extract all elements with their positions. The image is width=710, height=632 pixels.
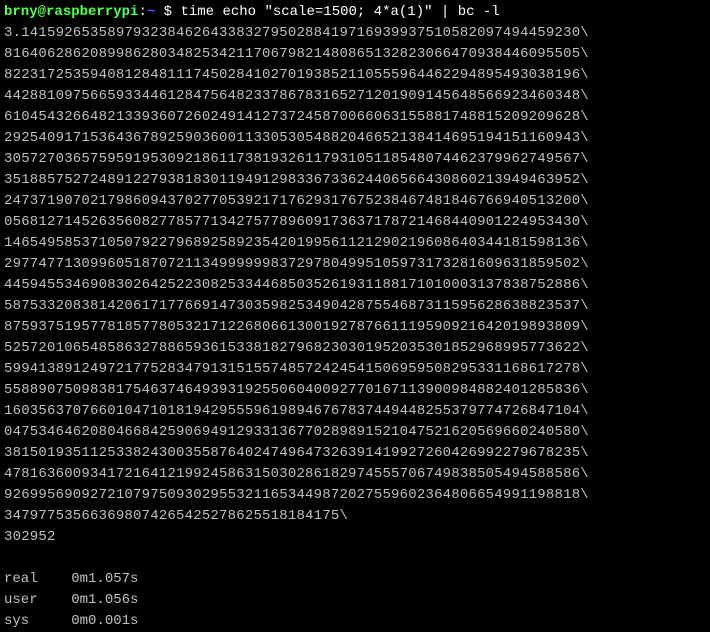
output-line: 1603563707660104710181942955596198946767… (4, 401, 706, 422)
output-line: 2473719070217986094370277053921717629317… (4, 191, 706, 212)
output-line: 347977535663698074265425278625518184175\ (4, 506, 706, 527)
output-line: 4459455346908302642522308253344685035261… (4, 275, 706, 296)
timing-sys-label: sys (4, 613, 29, 629)
output-container: 3.14159265358979323846264338327950288419… (4, 23, 706, 548)
prompt-dollar: $ (155, 4, 180, 20)
output-line: 3518857527248912279381830119491298336733… (4, 170, 706, 191)
output-line: 5994138912497217752834791315155748572424… (4, 359, 706, 380)
timing-real: real 0m1.057s (4, 569, 706, 590)
output-line: 5875332083814206171776691473035982534904… (4, 296, 706, 317)
output-line: 2925409171536436789259036001133053054882… (4, 128, 706, 149)
prompt-path: ~ (147, 4, 155, 20)
output-line: 0568127145263560827785771342757789609173… (4, 212, 706, 233)
timing-sys-value: 0m0.001s (71, 613, 138, 629)
prompt-user: brny (4, 4, 38, 20)
output-line: 3.14159265358979323846264338327950288419… (4, 23, 706, 44)
prompt-colon: : (138, 4, 146, 20)
output-line: 1465495853710507922796892589235420199561… (4, 233, 706, 254)
timing-user-label: user (4, 592, 38, 608)
timing-sys: sys 0m0.001s (4, 611, 706, 632)
output-line: 8164062862089986280348253421170679821480… (4, 44, 706, 65)
blank-line (4, 548, 706, 569)
output-line: 2977477130996051870721134999999837297804… (4, 254, 706, 275)
output-line: 4781636009341721641219924586315030286182… (4, 464, 706, 485)
timing-real-label: real (4, 571, 38, 587)
output-line: 9269956909272107975093029553211653449872… (4, 485, 706, 506)
output-line: 8759375195778185778053217122680661300192… (4, 317, 706, 338)
output-line: 5257201065485863278865936153381827968230… (4, 338, 706, 359)
output-line: 8223172535940812848111745028410270193852… (4, 65, 706, 86)
timing-user: user 0m1.056s (4, 590, 706, 611)
timing-user-value: 0m1.056s (71, 592, 138, 608)
output-line: 3057270365759591953092186117381932611793… (4, 149, 706, 170)
prompt-line: brny@raspberrypi:~ $ time echo "scale=15… (4, 2, 706, 23)
output-line: 5588907509838175463746493931925506040092… (4, 380, 706, 401)
command-text: time echo "scale=1500; 4*a(1)" | bc -l (180, 4, 499, 20)
output-line: 0475346462080466842590694912933136770289… (4, 422, 706, 443)
output-line: 3815019351125338243003558764024749647326… (4, 443, 706, 464)
output-line: 4428810975665933446128475648233786783165… (4, 86, 706, 107)
output-line: 302952 (4, 527, 706, 548)
prompt-at: @ (38, 4, 46, 20)
prompt-host: raspberrypi (46, 4, 138, 20)
timing-real-value: 0m1.057s (71, 571, 138, 587)
output-line: 6104543266482133936072602491412737245870… (4, 107, 706, 128)
